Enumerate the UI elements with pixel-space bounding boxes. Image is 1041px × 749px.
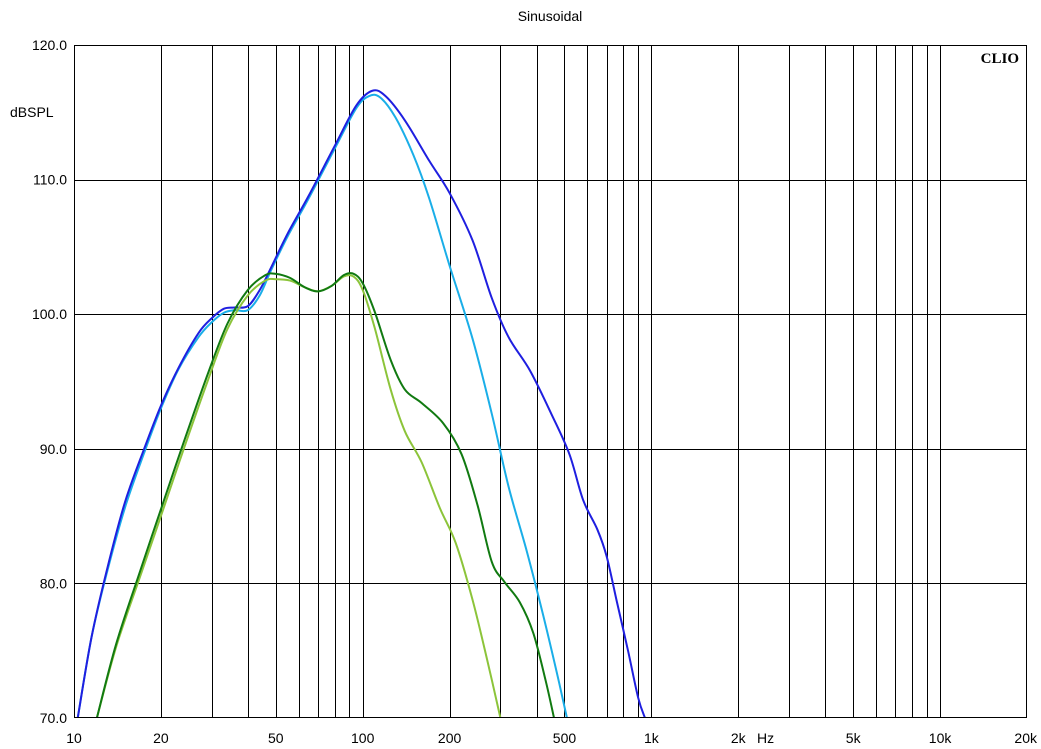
x-tick-label: 2k	[731, 730, 747, 746]
x-tick-label: 5k	[846, 730, 862, 746]
series-line-2	[76, 93, 568, 718]
y-axis-label: dBSPL	[10, 104, 54, 120]
x-tick-label: 100	[351, 730, 375, 746]
x-tick-label: 1k	[644, 730, 660, 746]
y-tick-label: 110.0	[33, 172, 67, 188]
x-tick-label: 10	[66, 730, 82, 746]
series-line-1	[76, 89, 646, 718]
grid	[74, 45, 1027, 718]
series-line-3	[95, 272, 556, 718]
x-tick-label: 200	[438, 730, 462, 746]
y-tick-label: 70.0	[40, 710, 67, 726]
plot-frame	[74, 45, 1027, 718]
clio-brand-label: CLIO	[981, 51, 1019, 67]
y-tick-label: 90.0	[40, 441, 67, 457]
y-tick-label: 80.0	[40, 575, 67, 591]
x-axis-label: Hz	[757, 730, 774, 746]
chart-title: Sinusoidal	[518, 8, 583, 24]
x-tick-label: 10k	[929, 730, 953, 746]
y-tick-label: 120.0	[32, 37, 67, 53]
series-line-4	[95, 274, 502, 718]
y-tick-label: 100.0	[32, 306, 67, 322]
x-tick-label: 50	[268, 730, 284, 746]
x-tick-label: 500	[553, 730, 577, 746]
series-group	[76, 89, 646, 718]
x-tick-label: 20	[153, 730, 169, 746]
x-tick-label: 20k	[1014, 730, 1038, 746]
